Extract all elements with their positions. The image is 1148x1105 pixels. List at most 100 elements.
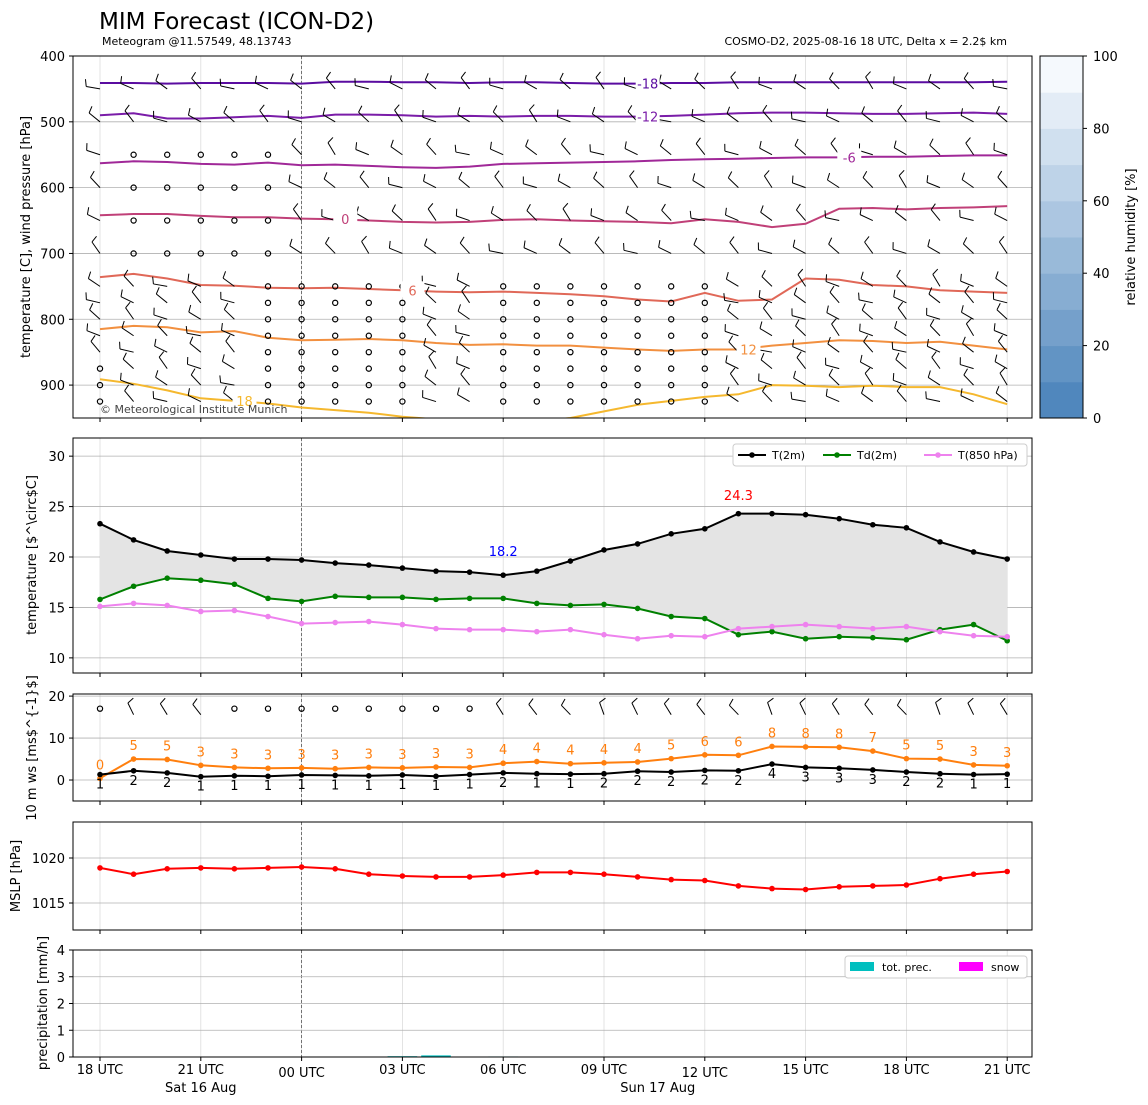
calm-wind-marker [163, 217, 171, 224]
temperature-point [130, 600, 137, 607]
wind-barb [461, 290, 471, 304]
calm-wind-marker [298, 332, 305, 339]
calm-wind-marker [567, 316, 574, 323]
wind-barb-flag [185, 326, 188, 334]
wind-barb [929, 325, 941, 337]
wind-barb-flag [158, 351, 165, 358]
colorbar-band [1040, 345, 1083, 383]
mslp-point [601, 871, 607, 877]
wind-barb [86, 149, 101, 156]
wind-barb-flag [560, 698, 566, 706]
wind-barb [724, 150, 739, 156]
wind-barb [191, 291, 202, 304]
wind-barb [123, 275, 134, 287]
wind-barb [791, 315, 806, 320]
mslp-point [399, 873, 406, 879]
wind-barb [624, 148, 638, 156]
y-tick-label: 0 [57, 1051, 65, 1066]
wind-barb [792, 346, 806, 353]
wind-barb [726, 278, 739, 287]
wind-barb-flag [996, 303, 1001, 310]
wind-barb-flag [154, 338, 157, 347]
calm-wind-marker [231, 184, 238, 191]
wind-barb-flag [187, 108, 191, 116]
wind-barb [459, 342, 470, 353]
wind-barb [120, 296, 134, 304]
y-tick-label: 4 [57, 944, 65, 959]
wind-barb [492, 111, 504, 123]
temperature-point [802, 635, 809, 642]
wind-barb [326, 77, 336, 90]
wind-barb [695, 143, 706, 156]
wind-point [870, 748, 876, 754]
wind-barb [599, 702, 605, 715]
wind-barb-flag [254, 75, 257, 84]
wind-barb-flag [120, 289, 123, 297]
wind-barb [860, 278, 874, 287]
calm-wind-marker [264, 299, 272, 307]
mslp-point [668, 876, 674, 883]
wind-barb [223, 309, 235, 320]
wind-barb [192, 704, 202, 715]
wind-value-label: 2 [600, 777, 608, 792]
wind-barb-flag [123, 269, 129, 277]
wind-barb [967, 702, 975, 715]
wind-barb-flag [591, 106, 596, 115]
wind-barb-flag [426, 137, 431, 145]
wind-point [198, 762, 204, 769]
wind-barb [153, 283, 168, 287]
wind-point [1004, 771, 1010, 777]
calm-wind-marker [332, 705, 339, 712]
isotherm-label-bg [635, 107, 660, 124]
wind-barb-flag [894, 204, 899, 213]
wind-barb [896, 390, 907, 402]
legend-swatch [959, 962, 983, 971]
wind-barb-flag [456, 272, 460, 281]
calm-wind-marker [264, 151, 272, 158]
wind-barb-flag [159, 697, 166, 704]
temperature-point [668, 531, 674, 537]
calm-wind-marker [600, 316, 608, 323]
wind-barb [424, 376, 437, 386]
wind-barb [931, 357, 941, 369]
wind-barb [425, 292, 437, 304]
temperature-point [970, 621, 977, 628]
upper-air-panel-frame [72, 55, 1033, 419]
wind-barb-flag [388, 240, 391, 249]
wind-barb [426, 143, 437, 156]
wind-barb [154, 345, 168, 353]
wind-barb [861, 112, 874, 123]
wind-barb [761, 276, 773, 287]
wind-barb [322, 114, 336, 123]
wind-barb [459, 242, 470, 254]
wind-barb [120, 82, 134, 90]
wind-barb-flag [492, 105, 498, 113]
wind-barb [996, 309, 1008, 320]
wind-point [399, 765, 406, 771]
calm-wind-marker [533, 398, 541, 405]
wind-barb-flag [125, 301, 131, 309]
wind-barb-flag [361, 235, 367, 242]
wind-barb-flag [489, 141, 492, 150]
wind-value-label: 3 [264, 748, 272, 763]
wind-barb-flag [187, 388, 190, 396]
wind-barb-flag [322, 107, 326, 115]
temperature-point [870, 625, 876, 632]
wind-value-label: 1 [297, 778, 305, 793]
calm-wind-marker [264, 398, 272, 405]
wind-barb-flag [926, 175, 929, 183]
wind-barb [794, 145, 806, 156]
wind-barb-flag [694, 72, 699, 80]
wind-barb [562, 208, 571, 221]
temperature-point [164, 548, 170, 554]
wind-barb-flag [325, 71, 331, 79]
isotherm-label: 12 [740, 344, 757, 359]
wind-value-label: 1 [365, 779, 373, 794]
temperature-point [366, 594, 372, 601]
wind-point [298, 772, 305, 778]
calm-wind-marker [332, 283, 339, 290]
wind-point [500, 760, 507, 767]
wind-barb-flag [898, 169, 905, 176]
wind-point [97, 771, 103, 778]
calm-wind-marker [634, 398, 641, 405]
